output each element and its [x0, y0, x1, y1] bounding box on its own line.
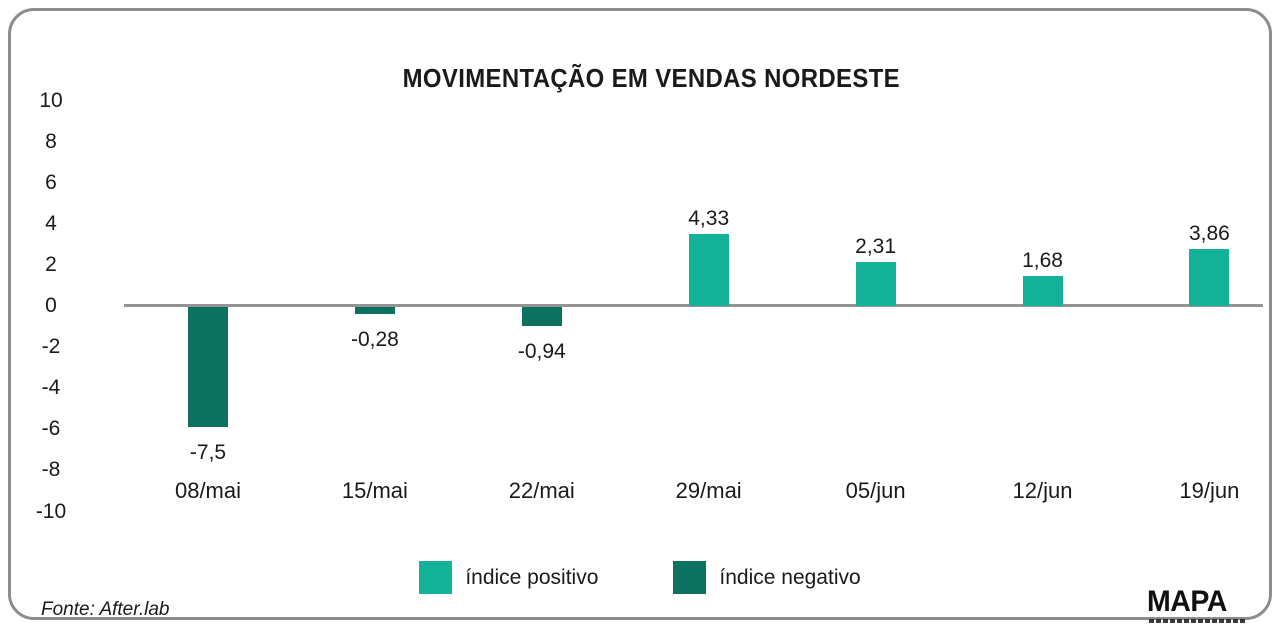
- y-tick-label: 4: [45, 211, 57, 235]
- legend-item: índice positivo: [419, 561, 598, 594]
- bar-value-label: -0,94: [517, 340, 566, 364]
- chart-title-text: MOVIMENTAÇÃO EM VENDAS NORDESTE: [402, 63, 900, 93]
- x-tick-label: 12/jun: [1012, 478, 1073, 503]
- mapa-logo-text: MAPA: [1147, 585, 1227, 618]
- x-tick-label: 08/mai: [174, 478, 242, 503]
- bar-positive: [1189, 249, 1230, 306]
- legend-swatch-negative: [673, 561, 707, 594]
- bar-negative: [354, 307, 395, 315]
- chart-card: MOVIMENTAÇÃO EM VENDAS NORDESTE 10 8 6 4 2 0 -…: [8, 8, 1272, 623]
- legend-label: índice positivo: [465, 566, 599, 589]
- bar-positive: [688, 234, 729, 306]
- legend-item: índice negativo: [673, 561, 861, 594]
- bar-negative: [521, 307, 562, 327]
- legend-swatch-positive: [419, 561, 453, 594]
- y-tick-label: -8: [41, 458, 61, 482]
- bar-value-label: 2,31: [855, 235, 897, 259]
- chart-title: MOVIMENTAÇÃO EM VENDAS NORDESTE: [11, 63, 1280, 94]
- source-note: Fonte: After.lab: [41, 599, 170, 620]
- bar-value-label: 1,68: [1022, 248, 1063, 272]
- y-tick-label: 2: [45, 252, 57, 276]
- plot-area: 10 8 6 4 2 0 -2 -4 -6 -8 -10 -7,5 08/mai -0,28 15/mai -…: [11, 11, 1269, 617]
- mapa-logo-tagline: [1149, 619, 1245, 623]
- legend: índice positivo índice negativo: [11, 561, 1269, 594]
- bar-value-label: 3,86: [1188, 222, 1230, 246]
- bar-value-label: -7,5: [189, 441, 227, 465]
- x-tick-label: 05/jun: [845, 478, 906, 503]
- bar-value-label: 4,33: [688, 207, 730, 231]
- mapa-logo: MAPA: [1147, 586, 1257, 623]
- y-tick-label: 0: [45, 294, 57, 317]
- x-tick-label: 22/mai: [508, 478, 575, 503]
- x-tick-label: 19/jun: [1179, 478, 1240, 503]
- y-tick-label: 6: [45, 170, 57, 194]
- bar-negative: [188, 307, 228, 428]
- bar-positive: [855, 262, 896, 306]
- y-tick-label: -10: [35, 499, 67, 523]
- bar-value-label: -0,28: [350, 328, 399, 352]
- y-tick-label: -4: [41, 376, 61, 400]
- y-tick-label: -6: [41, 417, 61, 441]
- y-tick-label: 10: [39, 88, 63, 112]
- x-tick-label: 15/mai: [341, 478, 408, 503]
- y-tick-label: 8: [45, 129, 57, 153]
- bar-positive: [1022, 275, 1063, 306]
- y-tick-label: -2: [41, 335, 61, 359]
- x-tick-label: 29/mai: [675, 478, 742, 503]
- legend-label: índice negativo: [719, 566, 861, 589]
